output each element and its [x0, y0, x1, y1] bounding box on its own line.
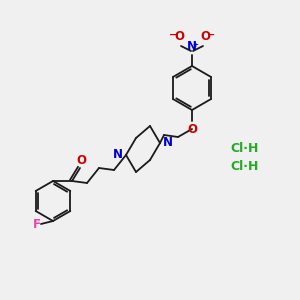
Text: O: O	[200, 30, 210, 43]
Text: −: −	[169, 30, 177, 40]
Text: F: F	[33, 218, 41, 230]
Text: −: −	[207, 30, 215, 40]
Text: O: O	[187, 123, 197, 136]
Text: N: N	[187, 40, 197, 53]
Text: O: O	[76, 154, 86, 167]
Text: +: +	[193, 42, 198, 48]
Text: N: N	[163, 136, 173, 149]
Text: N: N	[113, 148, 123, 161]
Text: O: O	[174, 30, 184, 43]
Text: Cl·H: Cl·H	[230, 142, 258, 154]
Text: Cl·H: Cl·H	[230, 160, 258, 173]
